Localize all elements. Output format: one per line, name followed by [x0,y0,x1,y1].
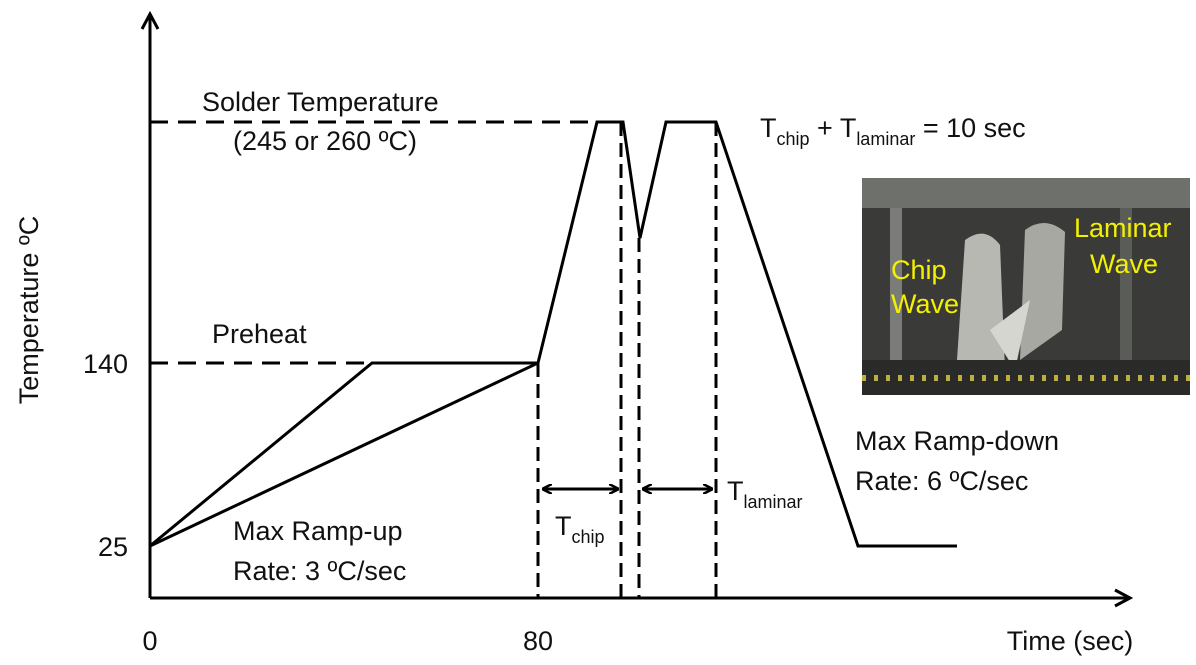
fast-profile [149,361,538,548]
eq-sub: laminar [856,129,915,149]
t-laminar: Tlaminar [727,476,803,512]
x-tick-label: 80 [523,626,553,656]
eq-rest: = 10 sec [915,113,1025,143]
eq-t: T [760,113,777,143]
chip-wave-label: Chip [891,255,947,285]
y-tick-label: 140 [83,349,128,379]
ramp-down-label: Max Ramp-down [855,426,1059,456]
t-chip: Tchip [555,511,605,547]
ramp-down-rate: Rate: 6 ºC/sec [855,466,1028,496]
photo: Chip Wave Laminar Wave [862,178,1190,395]
x-label: Time (sec) [1007,626,1134,656]
t-chip-sub: chip [572,527,605,547]
solder-values: (245 or 260 ºC) [233,126,417,156]
eq-plus: + T [810,113,857,143]
ramp-up-rate: Rate: 3 ºC/sec [233,556,406,586]
y-tick-label: 25 [98,532,128,562]
eq-sub: chip [777,129,810,149]
t-chip-base: T [555,511,572,541]
profile [149,120,957,548]
t-laminar-base: T [727,476,744,506]
t-laminar-sub: laminar [744,492,803,512]
laminar-wave-label: Laminar [1074,213,1172,243]
preheat-label: Preheat [212,319,307,349]
solder-label: Solder Temperature [202,87,439,117]
equation: Tchip + Tlaminar = 10 sec [760,113,1026,149]
chip-wave-label: Wave [891,289,959,319]
laminar-wave-label: Wave [1090,249,1158,279]
y-label: Temperature ºC [14,216,44,404]
ramp-up-label: Max Ramp-up [233,516,403,546]
x-tick-label: 0 [142,626,157,656]
